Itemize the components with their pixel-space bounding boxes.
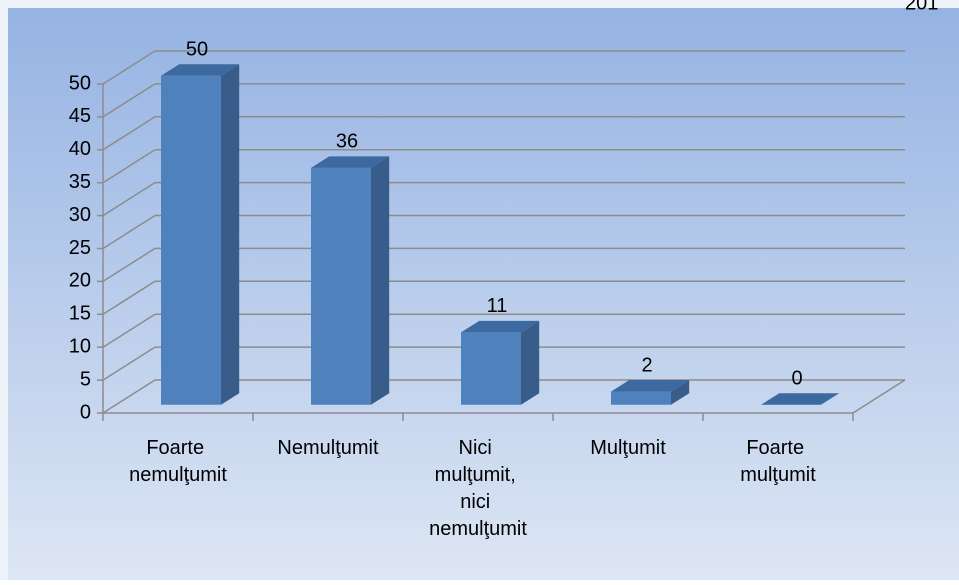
bar [461, 320, 540, 405]
bar-top [461, 320, 540, 333]
y-tick-label: 40 [69, 138, 91, 160]
grid-line [102, 181, 156, 217]
y-tick-label: 20 [69, 270, 91, 292]
bar-top [611, 380, 690, 392]
grid-line [102, 346, 156, 381]
data-label: 36 [336, 131, 358, 153]
bar-side [371, 156, 390, 405]
x-tick-label: Nici mulţumit, nici nemulţumit [429, 437, 527, 540]
bar-side [521, 320, 540, 405]
data-label: 11 [487, 295, 508, 317]
grid-line [102, 83, 156, 118]
y-tick-label: 45 [69, 105, 91, 127]
bar [161, 64, 240, 405]
bar-top [161, 64, 240, 76]
y-tick-label: 5 [80, 368, 91, 390]
x-tick-label: Foarte mulţumit [740, 437, 816, 486]
grid-line [102, 149, 156, 184]
y-tick-label: 10 [69, 335, 91, 357]
annotation: 201 [905, 0, 938, 14]
y-tick-label: 25 [69, 237, 91, 259]
grid-line [102, 280, 156, 315]
grid-line [102, 247, 156, 283]
data-label: 2 [641, 354, 652, 376]
x-tick-label: Foarte nemulţumit [129, 437, 227, 486]
bar [761, 393, 840, 405]
y-tick-label: 15 [69, 303, 91, 325]
bar-front [161, 75, 221, 405]
x-tick-label: Nemulţumit [277, 437, 379, 459]
x-tick-label: Mulţumit [590, 437, 666, 459]
data-label: 50 [186, 38, 208, 60]
y-tick-label: 0 [80, 401, 91, 423]
data-label: 0 [791, 367, 802, 389]
grid-line [102, 379, 156, 414]
bar-top [311, 156, 390, 168]
bar-front [611, 391, 671, 405]
bar-top [761, 393, 840, 405]
y-tick-label: 35 [69, 171, 91, 193]
bar-front [461, 332, 521, 405]
y-tick-label: 30 [69, 204, 91, 226]
grid-line [102, 313, 156, 348]
bar-front [311, 167, 371, 405]
grid-line [102, 214, 156, 250]
y-tick-label: 50 [69, 72, 91, 94]
bar-side [671, 380, 690, 405]
bar-side [221, 64, 240, 405]
bar [311, 156, 390, 405]
bar [611, 380, 690, 405]
axis-line [852, 379, 906, 414]
grid-line [102, 116, 156, 151]
grid-line [102, 50, 156, 85]
